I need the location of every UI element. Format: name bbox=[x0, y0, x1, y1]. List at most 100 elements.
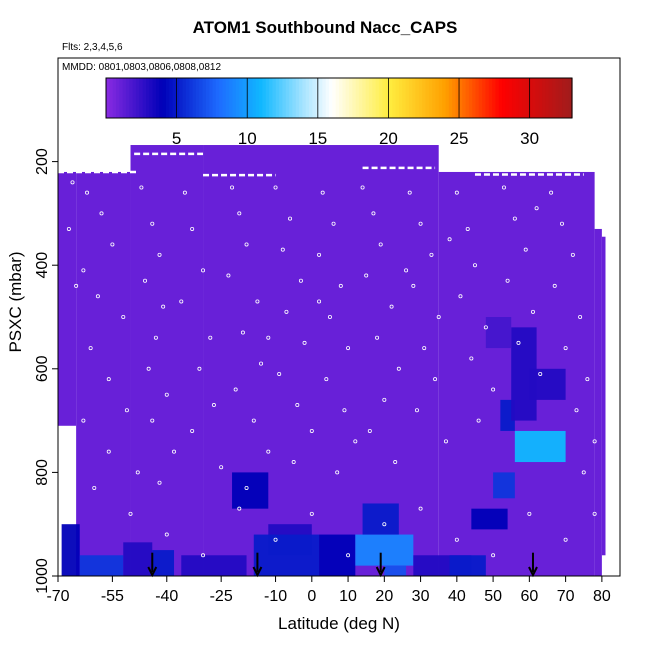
sample-point bbox=[164, 392, 169, 397]
concentration-cell bbox=[123, 542, 153, 576]
colorbar-swatch bbox=[172, 78, 177, 118]
colorbar-swatch bbox=[472, 78, 477, 118]
colorbar-swatch bbox=[438, 78, 443, 118]
colorbar-swatch bbox=[295, 78, 300, 118]
colorbar-swatch bbox=[205, 78, 210, 118]
colorbar-swatch bbox=[395, 78, 400, 118]
sample-point bbox=[458, 294, 463, 299]
colorbar-swatch bbox=[106, 78, 110, 118]
sample-point bbox=[164, 532, 169, 537]
sample-point bbox=[70, 180, 75, 185]
sample-point bbox=[161, 304, 166, 309]
coverage-cell bbox=[58, 171, 77, 426]
colorbar-swatch bbox=[488, 78, 493, 118]
colorbar-swatch bbox=[279, 78, 284, 118]
colorbar-swatch bbox=[432, 78, 437, 118]
colorbar-swatch bbox=[428, 78, 433, 118]
x-tick-label: -40 bbox=[155, 588, 178, 605]
colorbar-swatch bbox=[165, 78, 170, 118]
plot-frame bbox=[57, 57, 621, 577]
sample-point bbox=[360, 185, 365, 190]
colorbar-swatch bbox=[385, 78, 390, 118]
sample-point bbox=[317, 299, 322, 304]
colorbar-swatch bbox=[368, 78, 373, 118]
colorbar-swatch bbox=[522, 78, 526, 118]
sample-point bbox=[549, 190, 554, 195]
colorbar-swatch bbox=[475, 78, 480, 118]
sample-point bbox=[527, 511, 532, 516]
sample-point bbox=[153, 335, 158, 340]
colorbar-tick-label: 20 bbox=[379, 129, 398, 148]
sample-point bbox=[570, 252, 575, 257]
colorbar-swatch bbox=[255, 78, 260, 118]
colorbar-swatch bbox=[358, 78, 363, 118]
sample-point bbox=[201, 553, 206, 558]
colorbar-swatch bbox=[219, 78, 224, 118]
y-tick-label: 1000 bbox=[34, 558, 51, 594]
colorbar-swatch bbox=[259, 78, 264, 118]
sample-point bbox=[534, 206, 539, 211]
colorbar-swatch bbox=[162, 78, 167, 118]
sample-point bbox=[411, 283, 416, 288]
sample-point bbox=[592, 439, 597, 444]
colorbar-swatch bbox=[289, 78, 293, 118]
sample-point bbox=[273, 537, 278, 542]
flights-label: Flts: 2,3,4,5,6 bbox=[62, 42, 123, 53]
sample-point bbox=[375, 335, 380, 340]
colorbar-swatch bbox=[159, 78, 164, 118]
concentration-cell bbox=[362, 503, 399, 535]
sample-point bbox=[353, 439, 358, 444]
colorbar-swatch bbox=[355, 78, 360, 118]
y-axis-label: PSXC (mbar) bbox=[6, 251, 25, 353]
sounding-arrowhead bbox=[528, 566, 538, 578]
sample-point bbox=[530, 309, 535, 314]
sample-point bbox=[110, 242, 115, 247]
sample-point bbox=[226, 273, 231, 278]
sample-point bbox=[128, 511, 133, 516]
colorbar-swatch bbox=[109, 78, 114, 118]
colorbar-swatch bbox=[265, 78, 270, 118]
sample-point bbox=[465, 226, 470, 231]
colorbar-swatch bbox=[119, 78, 124, 118]
x-tick-label: 20 bbox=[375, 588, 393, 605]
sample-point bbox=[85, 190, 90, 195]
colorbar-swatch bbox=[269, 78, 274, 118]
sample-point bbox=[106, 377, 111, 382]
sample-point bbox=[182, 190, 187, 195]
sample-point bbox=[367, 428, 372, 433]
sample-point bbox=[476, 418, 481, 423]
colorbar-swatch bbox=[155, 78, 160, 118]
concentration-cell bbox=[471, 508, 508, 530]
sample-point bbox=[273, 185, 278, 190]
colorbar-swatch bbox=[565, 78, 570, 118]
sample-point bbox=[66, 226, 71, 231]
sample-point bbox=[74, 283, 79, 288]
sample-point bbox=[230, 185, 235, 190]
sample-point bbox=[559, 221, 564, 226]
colorbar-swatch bbox=[195, 78, 200, 118]
colorbar-swatch bbox=[425, 78, 430, 118]
sample-point bbox=[443, 439, 448, 444]
sample-point bbox=[429, 252, 434, 257]
concentration-cell bbox=[61, 524, 80, 576]
sample-point bbox=[563, 537, 568, 542]
colorbar-swatch bbox=[398, 78, 403, 118]
colorbar-swatch bbox=[152, 78, 157, 118]
x-tick-label: 70 bbox=[557, 588, 575, 605]
colorbar-swatch bbox=[568, 78, 573, 118]
sample-point bbox=[208, 335, 213, 340]
sample-point bbox=[578, 314, 583, 319]
colorbar-swatch bbox=[202, 78, 207, 118]
y-tick-label: 400 bbox=[34, 252, 51, 279]
sample-point bbox=[378, 242, 383, 247]
x-tick-label: 60 bbox=[520, 588, 538, 605]
colorbar-swatch bbox=[112, 78, 117, 118]
colorbar-swatch bbox=[448, 78, 453, 118]
colorbar-swatch bbox=[222, 78, 227, 118]
colorbar-swatch bbox=[252, 78, 257, 118]
colorbar-swatch bbox=[135, 78, 140, 118]
colorbar-swatch bbox=[272, 78, 277, 118]
sample-point bbox=[92, 485, 97, 490]
colorbar-swatch bbox=[352, 78, 357, 118]
colorbar-swatch bbox=[212, 78, 217, 118]
